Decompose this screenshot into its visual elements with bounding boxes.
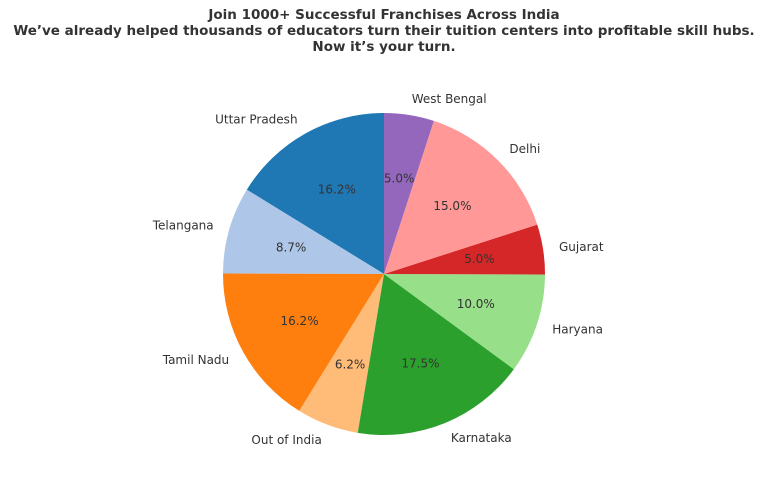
pct-label-tamil-nadu: 16.2% (280, 314, 318, 328)
pie-slice-tamil-nadu (222, 273, 384, 411)
slice-label-delhi: Delhi (509, 142, 540, 156)
slice-label-gujarat: Gujarat (559, 240, 604, 254)
pct-label-gujarat: 5.0% (464, 252, 495, 266)
pct-label-uttar-pradesh: 16.2% (318, 183, 356, 197)
pie-slice-gujarat (384, 224, 545, 275)
slice-label-haryana: Haryana (552, 322, 603, 336)
pie-slice-west-bengal (384, 113, 434, 274)
pie-slice-uttar-pradesh (246, 113, 384, 274)
chart-title: Join 1000+ Successful Franchises Across … (208, 7, 560, 23)
chart-title-block: Join 1000+ Successful Franchises Across … (0, 7, 768, 55)
slice-label-out-of-india: Out of India (251, 433, 321, 447)
slice-label-uttar-pradesh: Uttar Pradesh (215, 112, 297, 126)
slice-label-telangana: Telangana (152, 219, 214, 233)
chart-subtitle-line-2: Now it’s your turn. (312, 39, 456, 55)
pie-slice-delhi (384, 120, 538, 274)
pct-label-delhi: 15.0% (433, 199, 471, 213)
pie-slice-telangana (223, 189, 384, 274)
chart-subtitle-line-1: We’ve already helped thousands of educat… (13, 23, 755, 39)
pct-label-telangana: 8.7% (276, 241, 307, 255)
pie-slice-out-of-india (299, 274, 384, 433)
pie-slice-karnataka (357, 274, 514, 436)
pct-label-west-bengal: 5.0% (384, 172, 415, 186)
slice-label-west-bengal: West Bengal (412, 92, 487, 106)
pct-label-karnataka: 17.5% (401, 356, 439, 370)
slice-label-karnataka: Karnataka (451, 431, 512, 445)
pct-label-haryana: 10.0% (457, 297, 495, 311)
pie-slice-haryana (384, 274, 545, 370)
slice-label-tamil-nadu: Tamil Nadu (162, 353, 229, 367)
pct-label-out-of-india: 6.2% (335, 357, 366, 371)
